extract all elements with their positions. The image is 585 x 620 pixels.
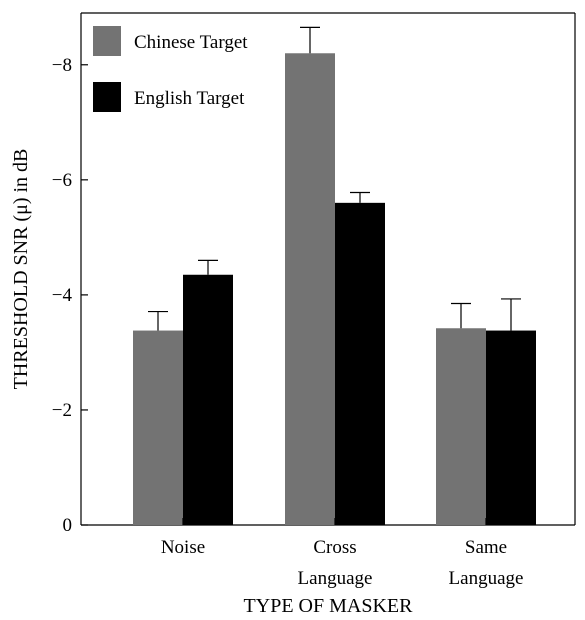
legend-label: Chinese Target xyxy=(134,32,248,53)
x-axis-title: TYPE OF MASKER xyxy=(244,595,414,617)
x-category-label: Language xyxy=(298,568,373,589)
x-category-label: Same xyxy=(465,537,507,558)
legend-label: English Target xyxy=(134,88,245,109)
legend-swatch xyxy=(93,82,121,112)
y-axis-ticks: 0 −2 −4 −6 −8 xyxy=(52,55,88,536)
bar-english-0 xyxy=(183,274,233,525)
x-category-label: Noise xyxy=(161,537,205,558)
y-axis-title: THRESHOLD SNR (μ) in dB xyxy=(10,149,32,390)
y-tick-label: −6 xyxy=(52,170,72,191)
bar-english-2 xyxy=(486,330,536,525)
y-tick-label: −8 xyxy=(52,55,72,76)
x-category-label: Cross xyxy=(313,537,356,558)
y-tick-label: −4 xyxy=(52,285,73,306)
legend: Chinese Target English Target xyxy=(93,26,248,112)
bar-chinese-0 xyxy=(133,330,183,525)
bars-group xyxy=(133,26,536,526)
y-tick-label: −2 xyxy=(52,400,72,421)
x-category-label: Language xyxy=(449,568,524,589)
bar-english-1 xyxy=(335,202,385,525)
y-tick-label: 0 xyxy=(63,515,73,536)
bar-chinese-2 xyxy=(436,328,486,525)
x-axis-category-labels: Noise Cross Language Same Language xyxy=(161,518,524,589)
legend-swatch xyxy=(93,26,121,56)
bar-chinese-1 xyxy=(285,53,335,526)
